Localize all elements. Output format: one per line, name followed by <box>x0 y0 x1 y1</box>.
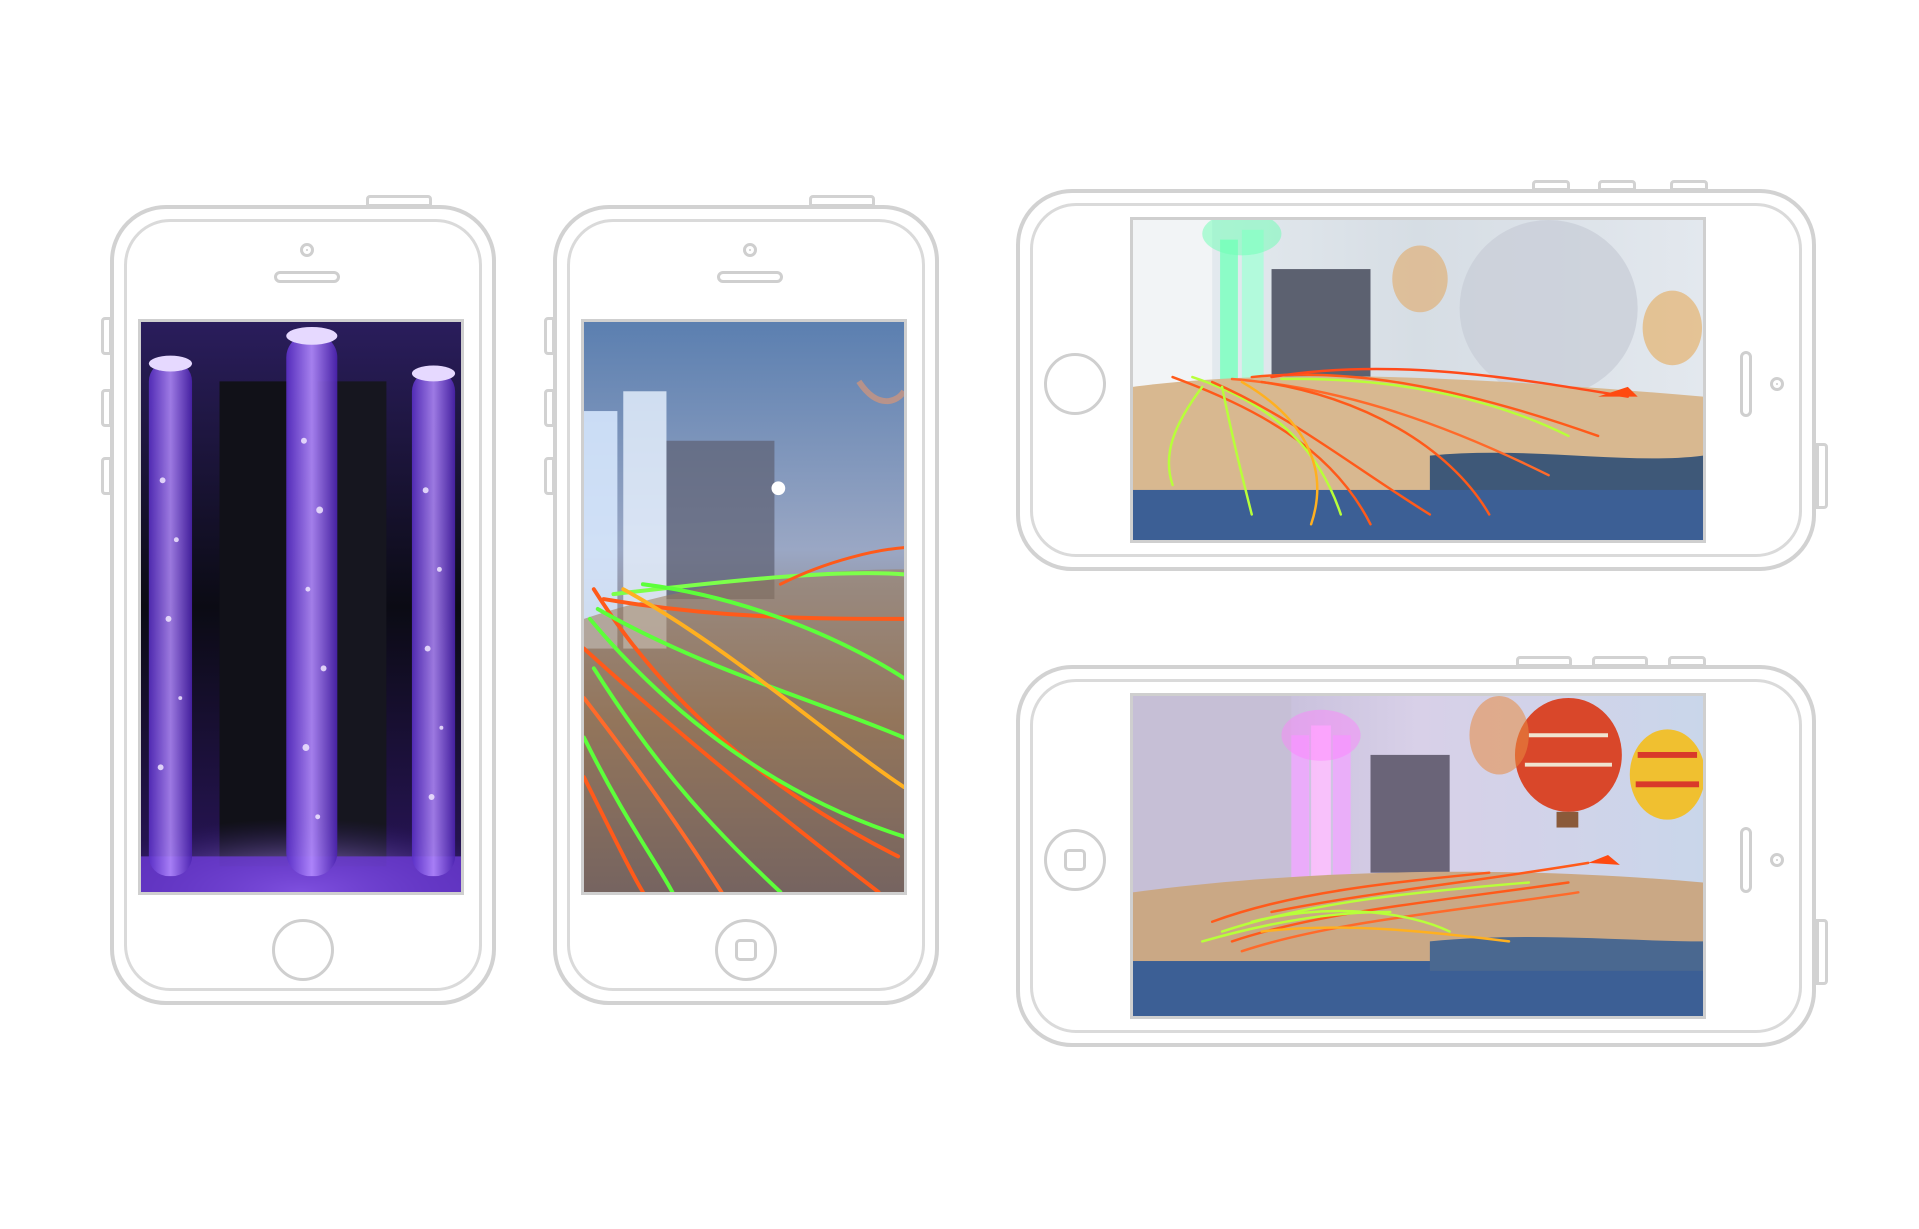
side-button-2 <box>1592 656 1648 667</box>
volume-up-button <box>544 389 555 427</box>
phone-landscape-2 <box>1016 656 1828 1047</box>
front-camera-icon <box>1770 853 1784 867</box>
side-button-3 <box>1668 656 1706 667</box>
side-button-1 <box>1532 180 1570 191</box>
front-camera-icon <box>1770 377 1784 391</box>
green-tube-fiber-bed-photo <box>1133 220 1703 540</box>
home-button <box>272 919 334 981</box>
earpiece-speaker <box>274 271 340 283</box>
power-button <box>1816 919 1828 985</box>
side-button-1 <box>1516 656 1572 667</box>
phone-screen <box>138 319 464 895</box>
front-camera-icon <box>743 243 757 257</box>
home-square-icon <box>1064 849 1086 871</box>
home-button <box>1044 829 1106 891</box>
home-button <box>1044 353 1106 415</box>
phone-screen <box>1130 693 1706 1019</box>
phone-landscape-1 <box>1016 180 1828 571</box>
phone-screen <box>581 319 907 895</box>
phone-portrait-1 <box>101 195 496 1005</box>
fiber-optic-closeup-photo <box>584 322 904 892</box>
earpiece-speaker <box>717 271 783 283</box>
front-camera-icon <box>300 243 314 257</box>
mute-switch <box>101 317 112 355</box>
side-button-3 <box>1670 180 1708 191</box>
home-button <box>715 919 777 981</box>
home-square-icon <box>735 939 757 961</box>
earpiece-speaker <box>1740 351 1752 417</box>
volume-down-button <box>544 457 555 495</box>
volume-down-button <box>101 457 112 495</box>
mute-switch <box>544 317 555 355</box>
volume-up-button <box>101 389 112 427</box>
side-button-2 <box>1598 180 1636 191</box>
phone-screen <box>1130 217 1706 543</box>
earpiece-speaker <box>1740 827 1752 893</box>
purple-bubble-tubes-photo <box>141 322 461 892</box>
pink-tube-balloon-room-photo <box>1133 696 1703 1016</box>
phone-portrait-2 <box>544 195 939 1005</box>
power-button <box>1816 443 1828 509</box>
top-button <box>809 195 875 207</box>
top-button <box>366 195 432 207</box>
